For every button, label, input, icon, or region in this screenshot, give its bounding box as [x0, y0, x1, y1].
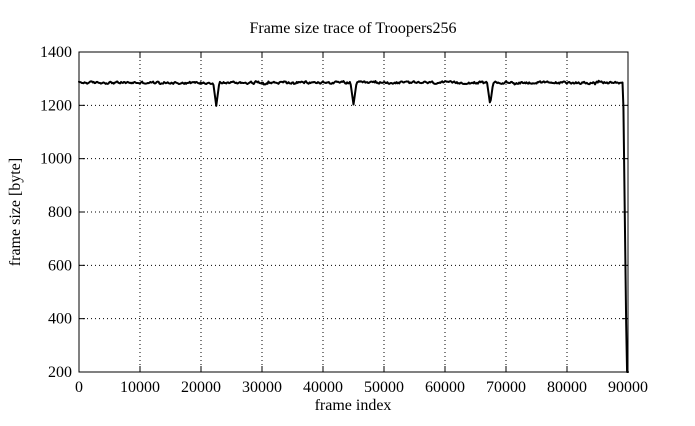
x-tick-label: 70000 [486, 379, 526, 396]
x-axis-label: frame index [314, 397, 392, 414]
x-tick-label: 80000 [547, 379, 587, 396]
x-tick-label: 60000 [425, 379, 465, 396]
y-tick-label: 1400 [40, 44, 72, 61]
x-tick-label: 30000 [242, 379, 282, 396]
x-tick-label: 50000 [364, 379, 404, 396]
x-tick-label: 20000 [181, 379, 221, 396]
x-tick-label: 40000 [303, 379, 343, 396]
series-line [78, 79, 629, 373]
y-tick-label: 400 [48, 311, 72, 328]
x-tick-label: 0 [75, 379, 83, 396]
y-tick-label: 1000 [40, 151, 72, 168]
x-tick-label: 10000 [120, 379, 160, 396]
y-tick-label: 800 [48, 204, 72, 221]
y-tick-label: 600 [48, 257, 72, 274]
chart-title: Frame size trace of Troopers256 [249, 20, 457, 37]
y-tick-label: 200 [48, 364, 72, 381]
x-tick-label: 90000 [608, 379, 648, 396]
y-tick-label: 1200 [40, 97, 72, 114]
